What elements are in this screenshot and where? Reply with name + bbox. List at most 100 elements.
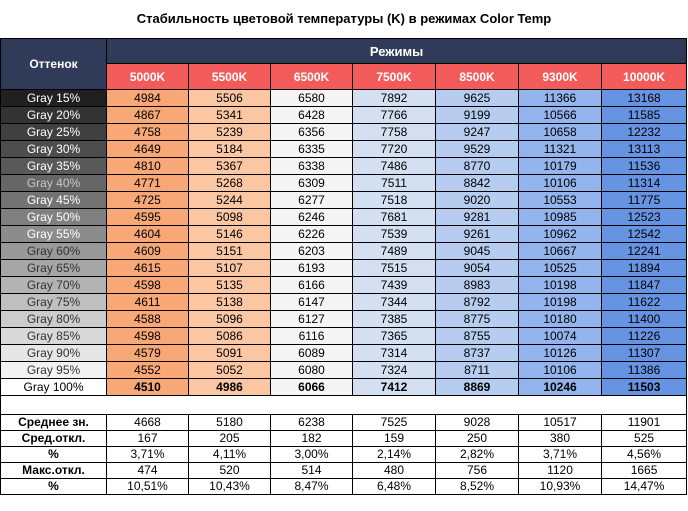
stat-row: % 10,51% 10,43% 8,47% 6,48% 8,52% 10,93% 14,47% — [0, 478, 688, 495]
value-cell: 6089 — [270, 344, 353, 362]
stat-value-cell: 520 — [188, 462, 271, 479]
value-cell: 4609 — [106, 242, 189, 260]
stat-value-cell: 14,47% — [600, 478, 688, 495]
mode-header-cell: 9300K — [518, 63, 602, 90]
value-cell: 7324 — [352, 361, 436, 379]
value-cell: 9247 — [435, 123, 519, 141]
value-cell: 10198 — [518, 293, 602, 311]
value-cell: 10553 — [518, 191, 602, 209]
value-cell: 11622 — [600, 293, 688, 311]
value-cell: 10658 — [518, 123, 602, 141]
stat-value-cell: 10,51% — [106, 478, 189, 495]
value-cell: 12542 — [600, 225, 688, 243]
stat-value-cell: 10,43% — [188, 478, 271, 495]
value-cell: 7758 — [352, 123, 436, 141]
value-cell: 5098 — [188, 208, 271, 226]
modes-header: Режимы — [105, 38, 688, 64]
value-cell: 10667 — [518, 242, 602, 260]
stat-row: % 3,71% 4,11% 3,00% 2,14% 2,82% 3,71% 4,56% — [0, 446, 688, 463]
value-cell: 10985 — [518, 208, 602, 226]
stat-label: Макс.откл. — [0, 462, 107, 479]
value-cell: 6166 — [270, 276, 353, 294]
table-row: Gray 30% 4649 5184 6335 7720 9529 11321 13113 — [0, 140, 688, 158]
value-cell: 10180 — [518, 310, 602, 328]
stat-value-cell: 182 — [270, 430, 353, 447]
value-cell: 7720 — [352, 140, 436, 158]
row-label: Gray 20% — [0, 106, 107, 124]
row-label: Gray 90% — [0, 344, 107, 362]
value-cell: 7515 — [352, 259, 436, 277]
value-cell: 4598 — [106, 327, 189, 345]
stat-value-cell: 4,56% — [600, 446, 688, 463]
table-row: Gray 80% 4588 5096 6127 7385 8775 10180 11400 — [0, 310, 688, 328]
row-label: Gray 50% — [0, 208, 107, 226]
value-cell: 7439 — [352, 276, 436, 294]
value-cell: 6277 — [270, 191, 353, 209]
value-cell: 7518 — [352, 191, 436, 209]
stat-row: Сред.откл. 167 205 182 159 250 380 525 — [0, 430, 688, 447]
value-cell: 6127 — [270, 310, 353, 328]
value-cell: 4649 — [106, 140, 189, 158]
stat-value-cell: 8,52% — [435, 478, 519, 495]
row-label: Gray 100% — [0, 378, 107, 396]
row-label: Gray 75% — [0, 293, 107, 311]
table-row: Gray 95% 4552 5052 6080 7324 8711 10106 11386 — [0, 361, 688, 379]
stat-value-cell: 167 — [106, 430, 189, 447]
value-cell: 7486 — [352, 157, 436, 175]
stat-value-cell: 756 — [435, 462, 519, 479]
value-cell: 4758 — [106, 123, 189, 141]
value-cell: 8770 — [435, 157, 519, 175]
value-cell: 10074 — [518, 327, 602, 345]
stat-value-cell: 1665 — [600, 462, 688, 479]
value-cell: 8869 — [435, 378, 519, 396]
stat-value-cell: 2,14% — [352, 446, 436, 463]
value-cell: 6356 — [270, 123, 353, 141]
table-row: Gray 70% 4598 5135 6166 7439 8983 10198 11847 — [0, 276, 688, 294]
value-cell: 7385 — [352, 310, 436, 328]
row-label: Gray 65% — [0, 259, 107, 277]
mode-header-cell: 8500K — [435, 63, 519, 90]
table-title: Стабильность цветовой температуры (K) в … — [136, 11, 552, 26]
value-cell: 4810 — [106, 157, 189, 175]
table-row: Gray 40% 4771 5268 6309 7511 8842 10106 11314 — [0, 174, 688, 192]
value-cell: 9261 — [435, 225, 519, 243]
value-cell: 4611 — [106, 293, 189, 311]
stat-value-cell: 514 — [270, 462, 353, 479]
stat-value-cell: 380 — [518, 430, 602, 447]
value-cell: 10198 — [518, 276, 602, 294]
mode-header-cell: 5500K — [188, 63, 271, 90]
value-cell: 4986 — [188, 378, 271, 396]
stat-label: % — [0, 478, 107, 495]
stat-value-cell: 10517 — [518, 414, 602, 431]
row-label: Gray 45% — [0, 191, 107, 209]
table-row: Gray 55% 4604 5146 6226 7539 9261 10962 12542 — [0, 225, 688, 243]
stat-row: Макс.откл. 474 520 514 480 756 1120 1665 — [0, 462, 688, 479]
value-cell: 11366 — [518, 89, 602, 107]
table-row: Gray 65% 4615 5107 6193 7515 9054 10525 11894 — [0, 259, 688, 277]
value-cell: 5091 — [188, 344, 271, 362]
value-cell: 4598 — [106, 276, 189, 294]
row-label: Gray 80% — [0, 310, 107, 328]
value-cell: 6226 — [270, 225, 353, 243]
mode-header-cell: 7500K — [352, 63, 436, 90]
value-cell: 5244 — [188, 191, 271, 209]
value-cell: 13168 — [600, 89, 688, 107]
stat-value-cell: 10,93% — [518, 478, 602, 495]
row-label: Gray 25% — [0, 123, 107, 141]
stat-value-cell: 5180 — [188, 414, 271, 431]
value-cell: 6116 — [270, 327, 353, 345]
value-cell: 5138 — [188, 293, 271, 311]
value-cell: 7365 — [352, 327, 436, 345]
value-cell: 8792 — [435, 293, 519, 311]
value-cell: 11503 — [600, 378, 688, 396]
table-row: Gray 100% 4510 4986 6066 7412 8869 10246 11503 — [0, 378, 688, 396]
value-cell: 10179 — [518, 157, 602, 175]
stat-value-cell: 3,00% — [270, 446, 353, 463]
value-cell: 6338 — [270, 157, 353, 175]
stat-value-cell: 6238 — [270, 414, 353, 431]
spacer-cell — [0, 395, 688, 415]
stat-value-cell: 480 — [352, 462, 436, 479]
stat-value-cell: 9028 — [435, 414, 519, 431]
value-cell: 6066 — [270, 378, 353, 396]
